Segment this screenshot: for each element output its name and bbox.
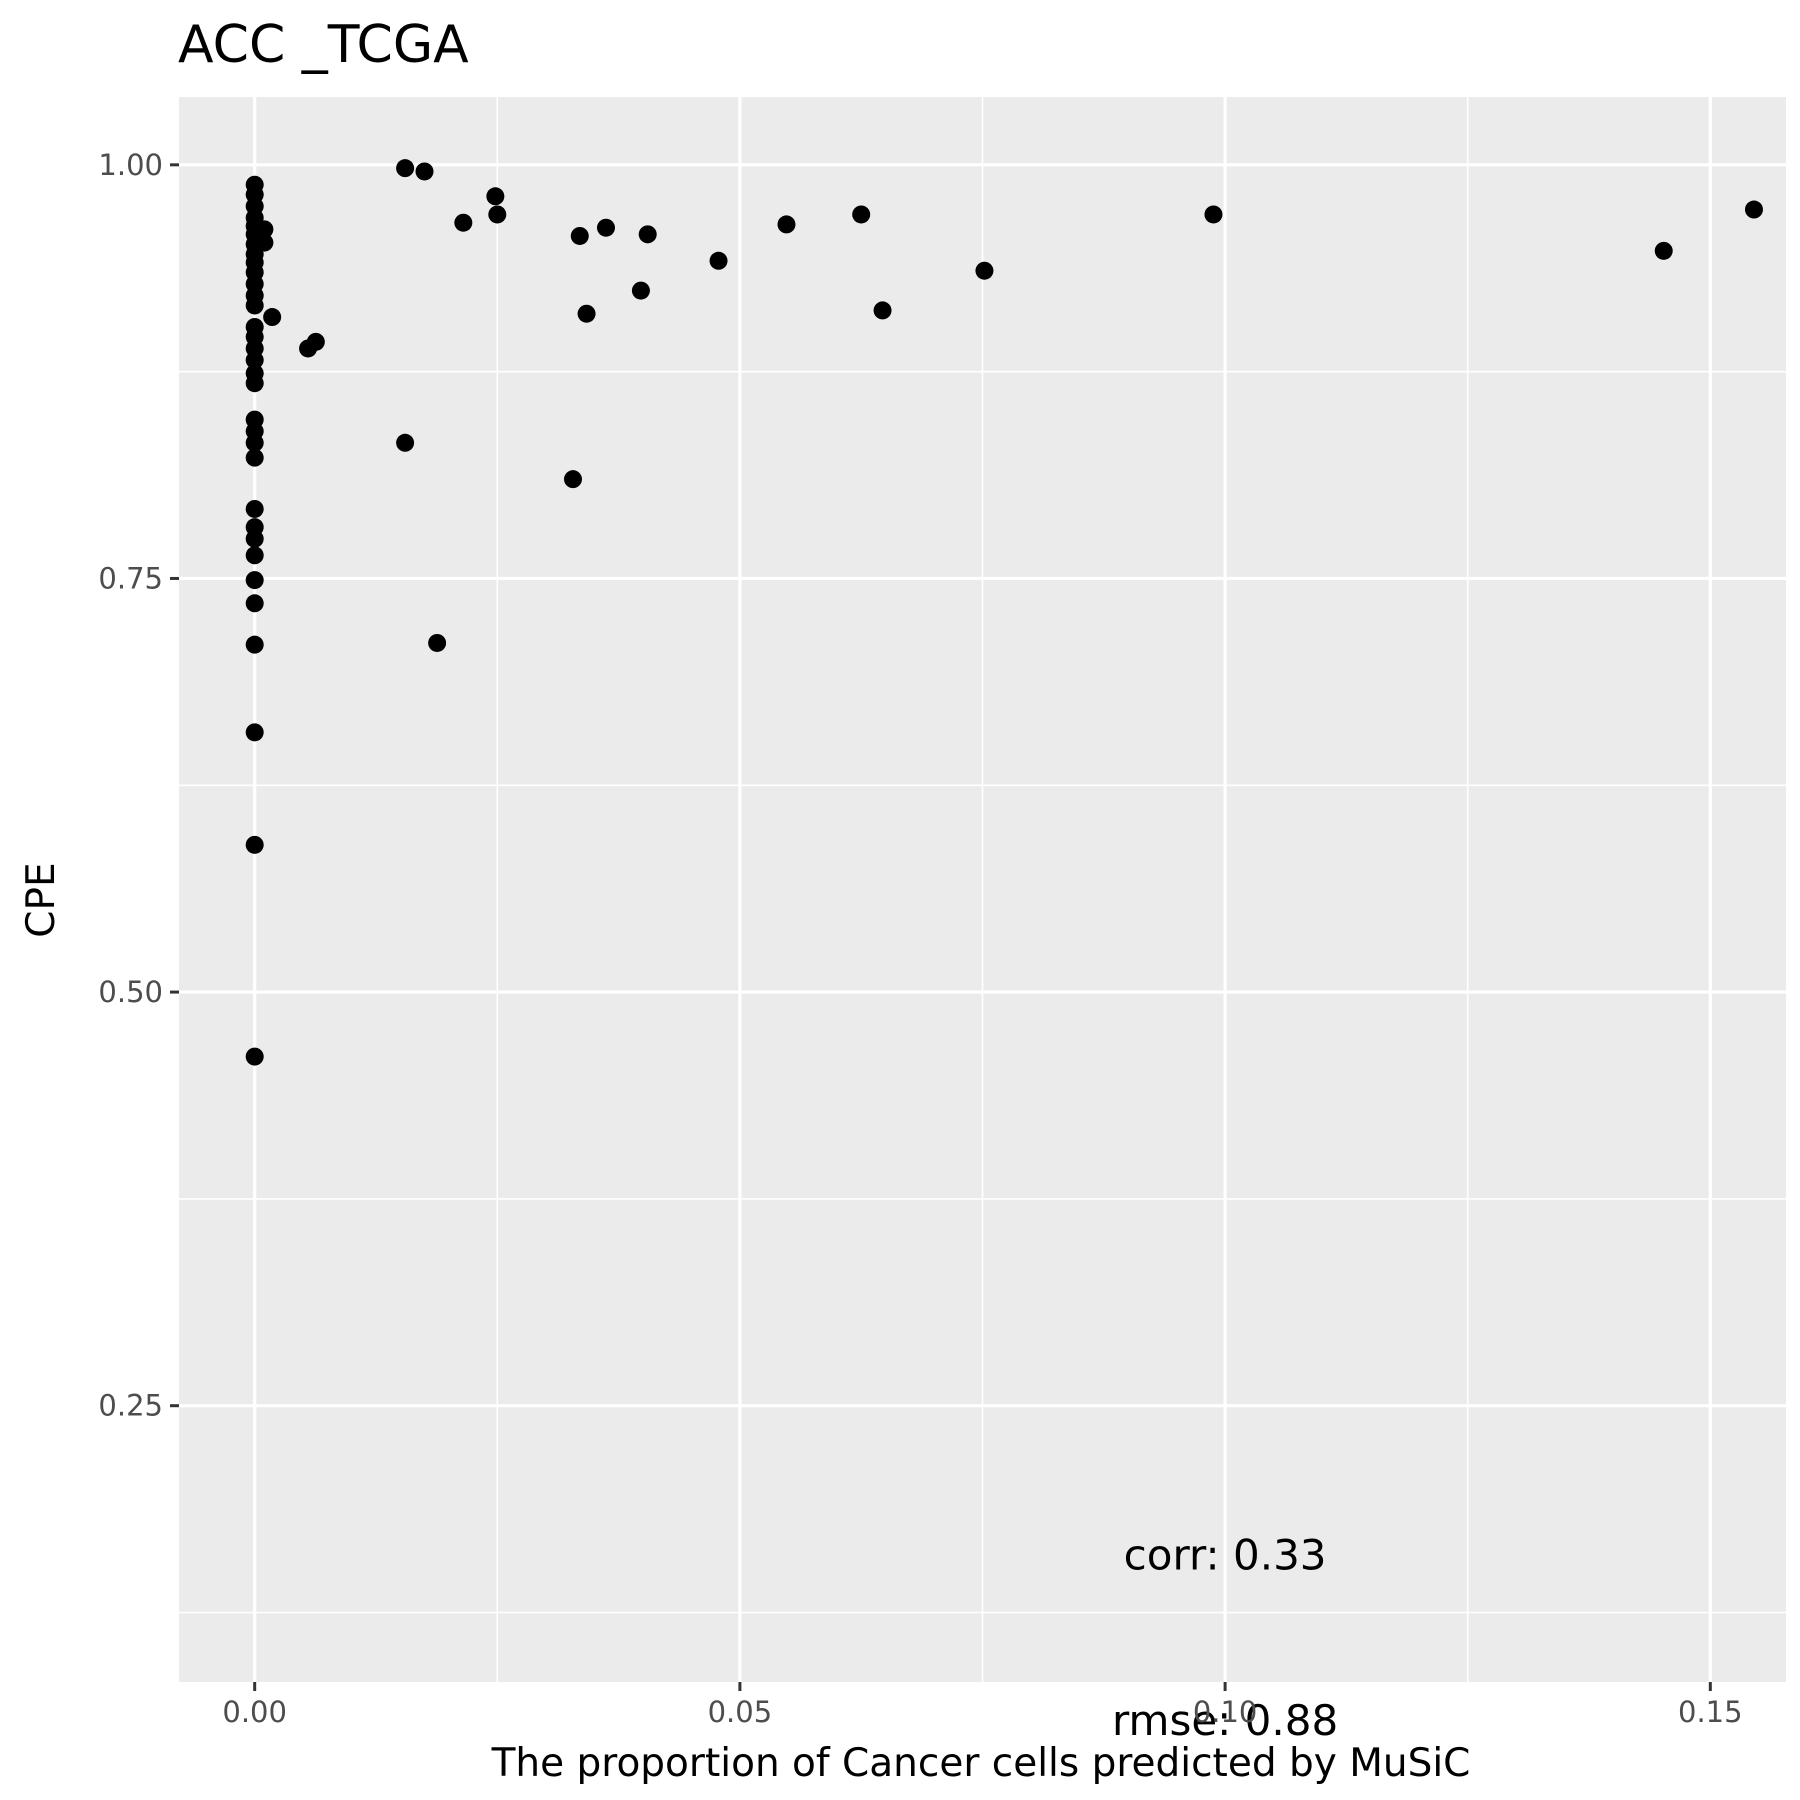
x-tick-label: 0.15 [1678, 1695, 1743, 1729]
data-point [1744, 200, 1763, 219]
data-point [631, 281, 650, 300]
data-point [852, 205, 871, 224]
data-point [245, 835, 264, 854]
y-tick-label: 0.50 [98, 975, 163, 1009]
data-point [577, 304, 596, 323]
data-point [245, 594, 264, 613]
data-point [488, 205, 507, 224]
y-tick-label: 0.25 [98, 1389, 163, 1423]
data-point [396, 159, 415, 178]
data-point [415, 162, 434, 181]
data-point [396, 433, 415, 452]
data-point [245, 374, 264, 393]
y-tick-label: 0.75 [98, 561, 163, 595]
x-axis-title: The proportion of Cancer cells predicted… [491, 1741, 1471, 1786]
data-point [306, 332, 325, 351]
data-point [245, 635, 264, 654]
data-point [245, 296, 264, 315]
data-point [428, 633, 447, 652]
data-point [454, 213, 473, 232]
x-axis: 0.00 0.05 0.10 0.15 [222, 1682, 1743, 1729]
data-point [245, 723, 264, 742]
data-point [245, 448, 264, 467]
data-point [245, 571, 264, 590]
data-points [245, 159, 1763, 1066]
data-point [245, 546, 264, 565]
data-point [245, 1047, 264, 1066]
data-point [263, 308, 282, 327]
y-axis: 0.25 0.50 0.75 1.00 [98, 148, 179, 1423]
data-point [255, 233, 274, 252]
data-point [596, 218, 615, 237]
y-axis-title: CPE [19, 862, 64, 937]
data-point [1654, 241, 1673, 260]
data-point [777, 215, 796, 234]
data-point [570, 226, 589, 245]
data-point [255, 220, 274, 239]
data-point [563, 470, 582, 489]
data-point [709, 251, 728, 270]
data-point [245, 351, 264, 370]
annotation-label: rmse: 0.88 [1112, 1696, 1338, 1745]
chart-title: ACC _TCGA [178, 15, 469, 75]
y-tick-label: 1.00 [98, 148, 163, 182]
annotations: corr: 0.33 rmse: 0.88 [1112, 1531, 1338, 1745]
data-point [245, 499, 264, 518]
data-point [873, 301, 892, 320]
annotation-label: corr: 0.33 [1124, 1531, 1327, 1580]
data-point [486, 187, 505, 206]
data-point [245, 433, 264, 452]
data-point [1204, 205, 1223, 224]
data-point [638, 225, 657, 244]
x-tick-label: 0.05 [708, 1695, 773, 1729]
minor-gridlines [179, 97, 1786, 1682]
x-tick-label: 0.10 [1193, 1695, 1258, 1729]
x-tick-label: 0.00 [222, 1695, 287, 1729]
data-point [245, 529, 264, 548]
data-point [975, 261, 994, 280]
